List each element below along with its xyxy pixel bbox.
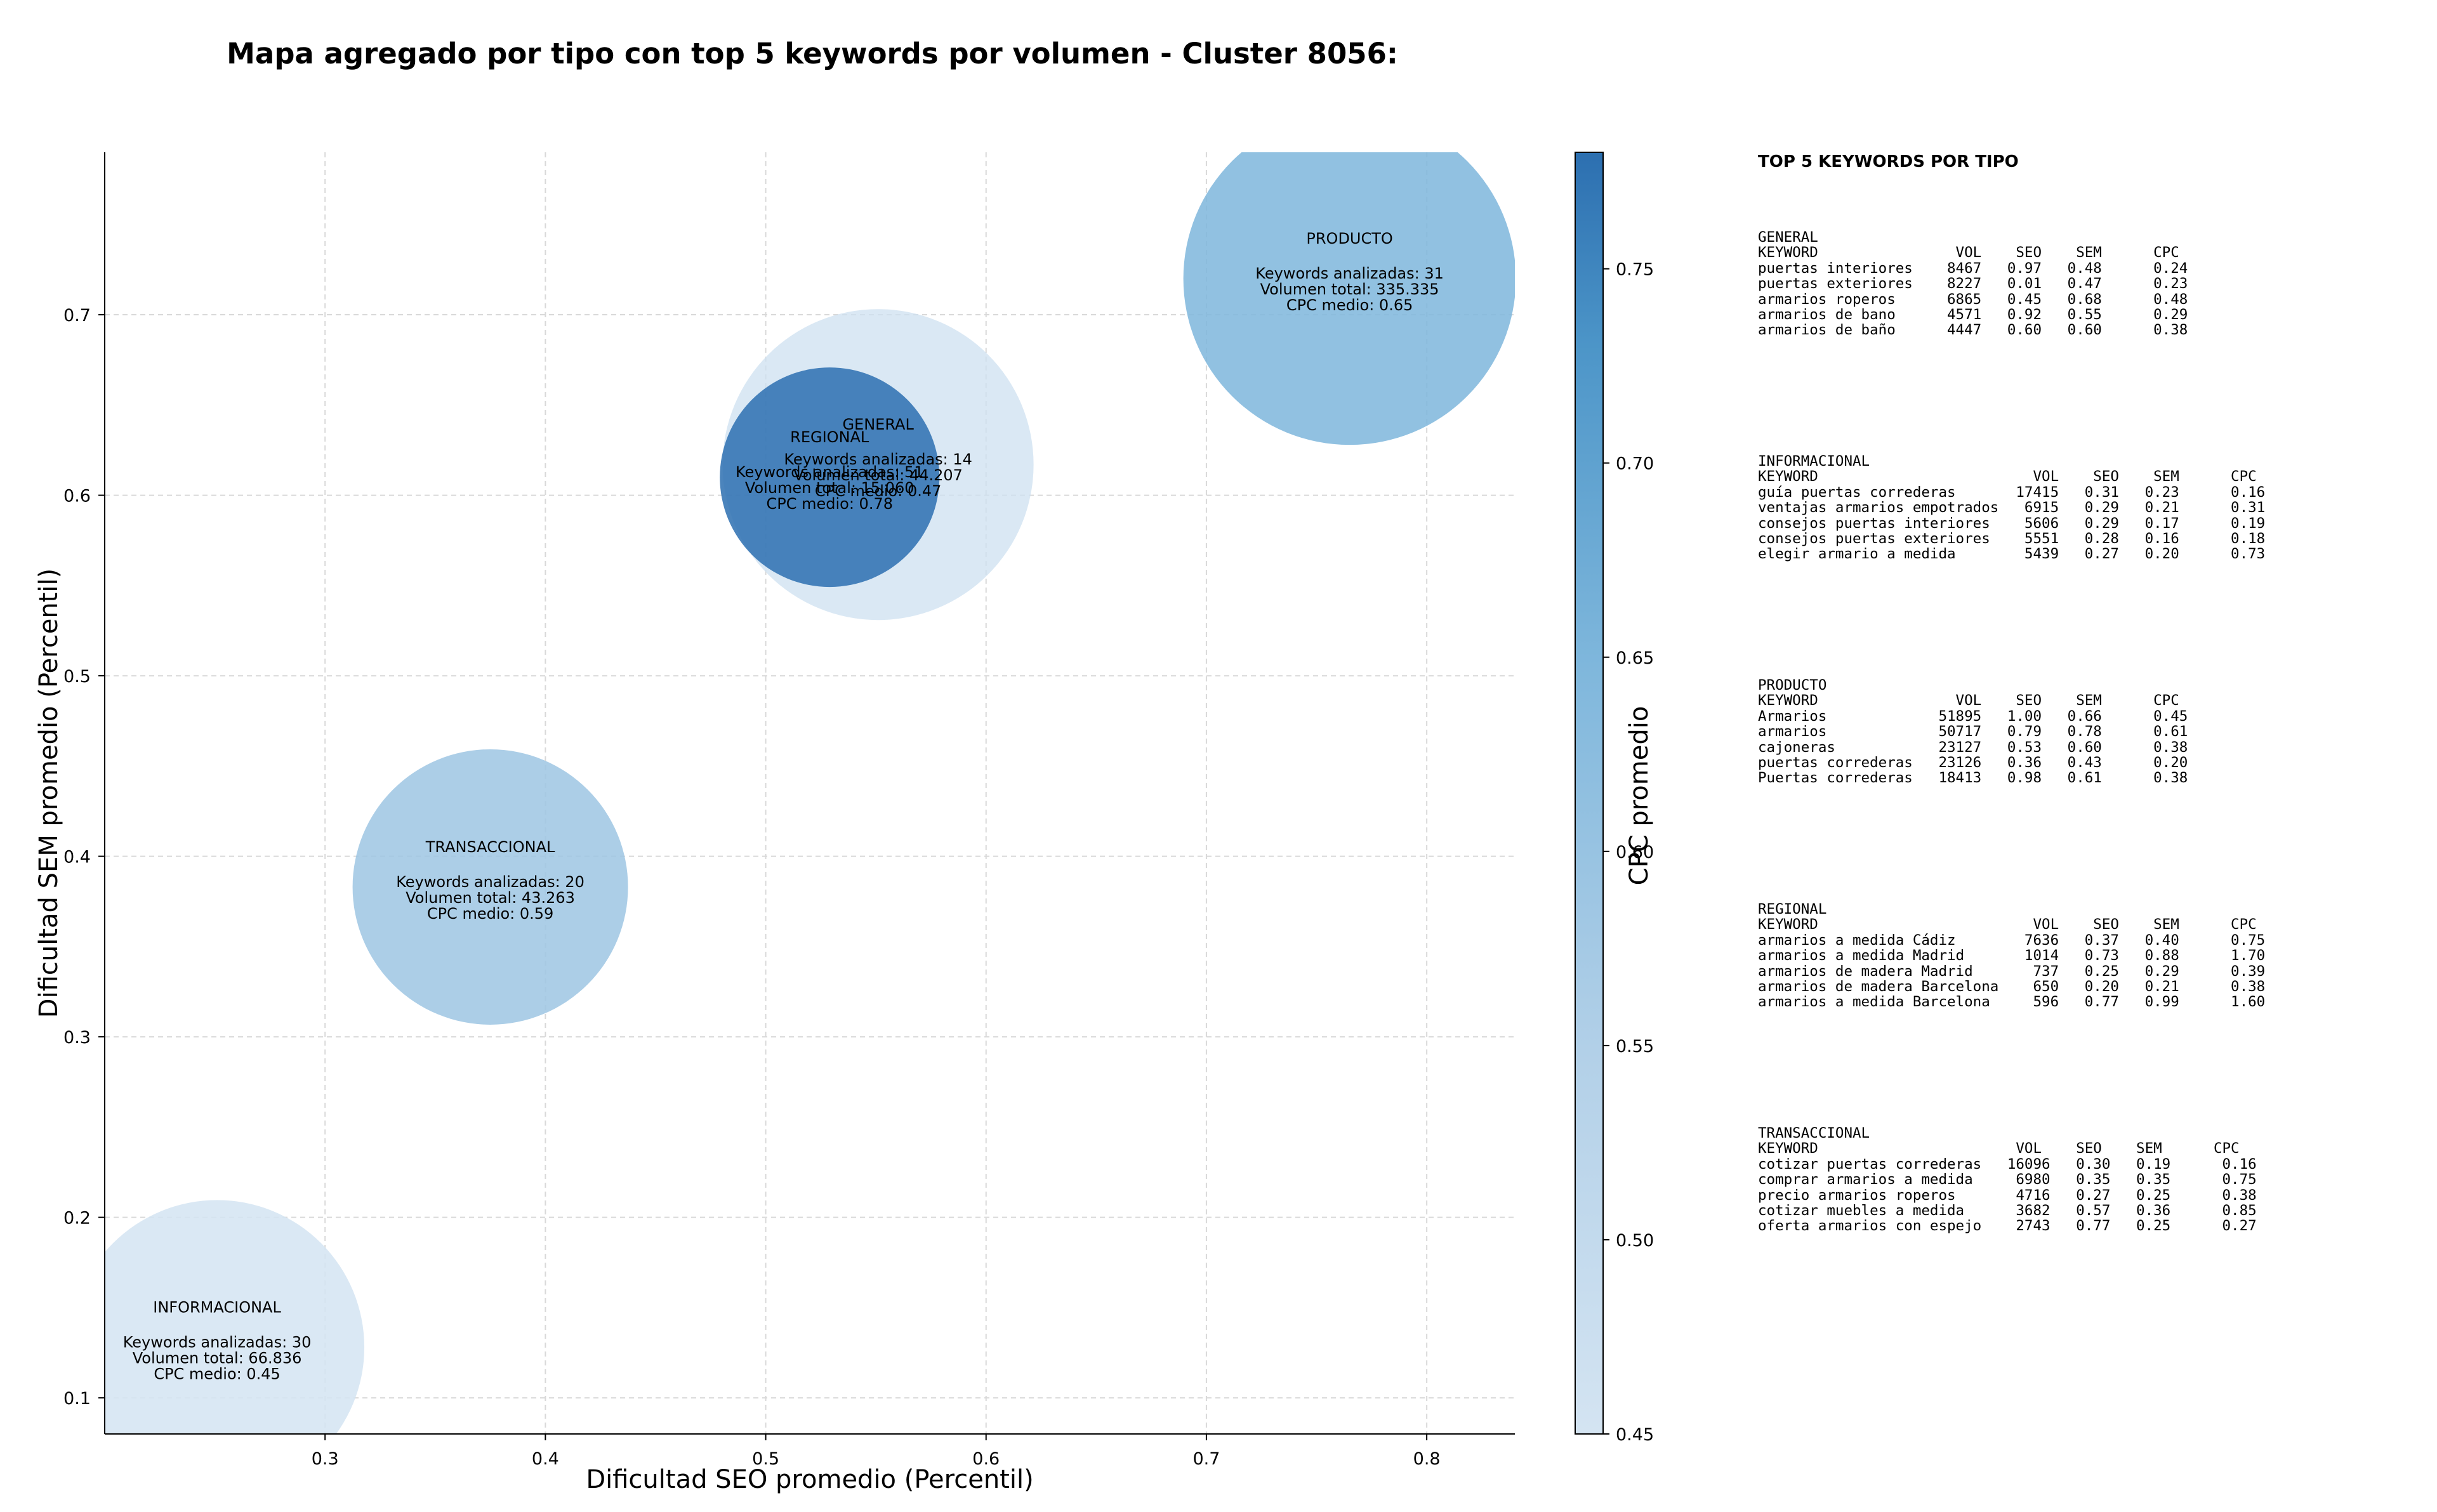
axes: [104, 152, 1515, 1435]
keyword-table-row: armarios 50717 0.79 0.78 0.61: [1758, 723, 2188, 740]
bubble-informacional: [105, 1200, 364, 1434]
bubble-label-transaccional: Volumen total: 43.263: [406, 889, 575, 907]
colorbar-gradient: [1575, 152, 1604, 1435]
bubble-label-producto: Volumen total: 335.335: [1260, 280, 1439, 298]
keyword-panel-heading: TOP 5 KEYWORDS POR TIPO: [1758, 152, 2019, 171]
chart-title: Mapa agregado por tipo con top 5 keyword…: [227, 37, 1398, 70]
bubble-producto: [1183, 152, 1515, 445]
bubble-label-transaccional: TRANSACCIONAL: [425, 838, 555, 856]
bubble-transaccional: [352, 749, 628, 1025]
keyword-table-row: guía puertas correderas 17415 0.31 0.23 …: [1758, 483, 2266, 501]
keyword-table-row: ventajas armarios empotrados 6915 0.29 0…: [1758, 499, 2266, 516]
keyword-table-informacional: INFORMACIONAL KEYWORD VOL SEO SEM CPC guía…: [1758, 454, 2265, 562]
keyword-table-row: comprar armarios a medida 6980 0.35 0.35…: [1758, 1171, 2257, 1188]
x-tick-label: 0.3: [312, 1449, 339, 1469]
bubble-label-transaccional: Keywords analizadas: 20: [396, 873, 584, 891]
y-tick-label: 0.5: [63, 667, 91, 687]
bubble-label-producto: CPC medio: 0.65: [1286, 296, 1413, 314]
bubble-label-regional: Volumen total: 15.060: [745, 479, 915, 497]
keyword-table-row: armarios de bano 4571 0.92 0.55 0.29: [1758, 306, 2188, 324]
colorbar-tick-label: 0.45: [1616, 1425, 1654, 1445]
keyword-table-row: elegir armario a medida 5439 0.27 0.20 0…: [1758, 546, 2266, 563]
keyword-table-row: armarios de madera Barcelona 650 0.20 0.…: [1758, 978, 2266, 996]
colorbar-ticks: 0.45 0.50 0.55 0.60 0.65 0.70 0.75: [1603, 260, 1654, 1445]
colorbar-tick-label: 0.55: [1616, 1037, 1654, 1056]
keyword-table-row: consejos puertas exteriores 5551 0.28 0.…: [1758, 530, 2266, 548]
bubble-label-informacional: CPC medio: 0.45: [154, 1365, 281, 1383]
keyword-table-row: puertas interiores 8467 0.97 0.48 0.24: [1758, 260, 2188, 277]
colorbar-tick-label: 0.60: [1616, 843, 1654, 862]
x-tick-label: 0.7: [1192, 1449, 1220, 1469]
keyword-table-header: KEYWORD VOL SEO SEM CPC: [1758, 916, 2257, 933]
x-axis-label: Dificultad SEO promedio (Percentil): [586, 1465, 1033, 1494]
bubble-label-transaccional: CPC medio: 0.59: [427, 905, 554, 923]
keyword-table-transaccional: TRANSACCIONAL KEYWORD VOL SEO SEM CPC coti…: [1758, 1126, 2257, 1234]
keyword-table-row: puertas exteriores 8227 0.01 0.47 0.23: [1758, 275, 2188, 293]
keyword-table-header: KEYWORD VOL SEO SEM CPC: [1758, 692, 2179, 709]
keyword-table-row: puertas correderas 23126 0.36 0.43 0.20: [1758, 754, 2188, 772]
keyword-table-type: PRODUCTO: [1758, 677, 1827, 694]
colorbar-tick-label: 0.70: [1616, 454, 1654, 474]
x-tick-label: 0.6: [972, 1449, 1000, 1469]
keyword-table-row: armarios de baño 4447 0.60 0.60 0.38: [1758, 322, 2188, 339]
keyword-table-header: KEYWORD VOL SEO SEM CPC: [1758, 244, 2179, 261]
bubble-label-informacional: INFORMACIONAL: [153, 1298, 281, 1316]
bubble-label-producto: Keywords analizadas: 31: [1255, 265, 1444, 282]
colorbar: 0.45 0.50 0.55 0.60 0.65 0.70 0.75: [1575, 152, 1654, 1445]
colorbar-tick-label: 0.50: [1616, 1231, 1654, 1251]
x-tick-label: 0.8: [1413, 1449, 1441, 1469]
x-tick-label: 0.4: [532, 1449, 559, 1469]
keyword-table-type: REGIONAL: [1758, 901, 1827, 917]
bubble-label-general: CPC medio: 0.47: [815, 482, 942, 500]
bubble-label-general: GENERAL: [842, 416, 914, 433]
bubble-label-general: Keywords analizadas: 14: [784, 450, 972, 468]
x-tick-label: 0.5: [752, 1449, 779, 1469]
keyword-table-row: cotizar puertas correderas 16096 0.30 0.…: [1758, 1155, 2257, 1173]
keyword-table-row: armarios roperos 6865 0.45 0.68 0.48: [1758, 291, 2188, 308]
bubble-label-informacional: Keywords analizadas: 30: [123, 1333, 312, 1351]
y-tick-label: 0.2: [63, 1209, 91, 1228]
keyword-table-row: Armarios 51895 1.00 0.66 0.45: [1758, 707, 2188, 725]
y-tick-label: 0.3: [63, 1028, 91, 1048]
keyword-table-producto: PRODUCTO KEYWORD VOL SEO SEM CPC Armarios …: [1758, 678, 2188, 786]
keyword-table-row: oferta armarios con espejo 2743 0.77 0.2…: [1758, 1218, 2257, 1235]
keyword-table-type: TRANSACCIONAL: [1758, 1125, 1870, 1141]
colorbar-tick-label: 0.65: [1616, 648, 1654, 668]
y-tick-label: 0.4: [63, 848, 91, 867]
keyword-table-row: armarios a medida Cádiz 7636 0.37 0.40 0…: [1758, 931, 2266, 949]
y-tick-label: 0.1: [63, 1389, 91, 1409]
keyword-table-row: consejos puertas interiores 5606 0.29 0.…: [1758, 515, 2266, 532]
bubble-regional: [720, 367, 940, 588]
bubble-label-regional: CPC medio: 0.78: [766, 495, 893, 513]
keyword-table-row: armarios a medida Madrid 1014 0.73 0.88 …: [1758, 947, 2266, 964]
keyword-table-row: armarios de madera Madrid 737 0.25 0.29 …: [1758, 963, 2266, 980]
axis-ticks: 0.3 0.4 0.5 0.6 0.7 0.8 0.1 0.2 0.3 0.4 0.5 0.6 0.7: [63, 306, 1441, 1469]
keyword-panel: TOP 5 KEYWORDS POR TIPO GENERAL KEYWORD V…: [1758, 152, 2265, 1234]
bubble-label-regional: REGIONAL: [790, 428, 869, 446]
bubble-label-regional: Keywords analizadas: 51: [736, 463, 924, 481]
keyword-table-row: cotizar muebles a medida 3682 0.57 0.36 …: [1758, 1202, 2257, 1219]
keyword-table-row: precio armarios roperos 4716 0.27 0.25 0…: [1758, 1187, 2257, 1204]
y-tick-label: 0.7: [63, 306, 91, 325]
bubble-label-producto: PRODUCTO: [1306, 230, 1392, 247]
y-tick-label: 0.6: [63, 487, 91, 506]
bubble-label-general: Volumen total: 44.207: [793, 466, 963, 484]
keyword-table-row: Puertas correderas 18413 0.98 0.61 0.38: [1758, 770, 2188, 787]
keyword-table-row: armarios a medida Barcelona 596 0.77 0.9…: [1758, 994, 2266, 1011]
keyword-table-type: GENERAL: [1758, 229, 1818, 246]
keyword-table-row: cajoneras 23127 0.53 0.60 0.38: [1758, 739, 2188, 756]
bubble-label-informacional: Volumen total: 66.836: [133, 1349, 302, 1367]
keyword-table-general: GENERAL KEYWORD VOL SEO SEM CPC puertas in…: [1758, 230, 2188, 338]
colorbar-label: CPC promedio: [1625, 706, 1654, 886]
keyword-table-header: KEYWORD VOL SEO SEM CPC: [1758, 468, 2257, 485]
keyword-table-type: INFORMACIONAL: [1758, 453, 1870, 470]
keyword-table-header: KEYWORD VOL SEO SEM CPC: [1758, 1140, 2240, 1157]
keyword-table-regional: REGIONAL KEYWORD VOL SEO SEM CPC armarios …: [1758, 902, 2265, 1010]
colorbar-tick-label: 0.75: [1616, 260, 1654, 280]
y-axis-label: Dificultad SEM promedio (Percentil): [34, 569, 63, 1018]
